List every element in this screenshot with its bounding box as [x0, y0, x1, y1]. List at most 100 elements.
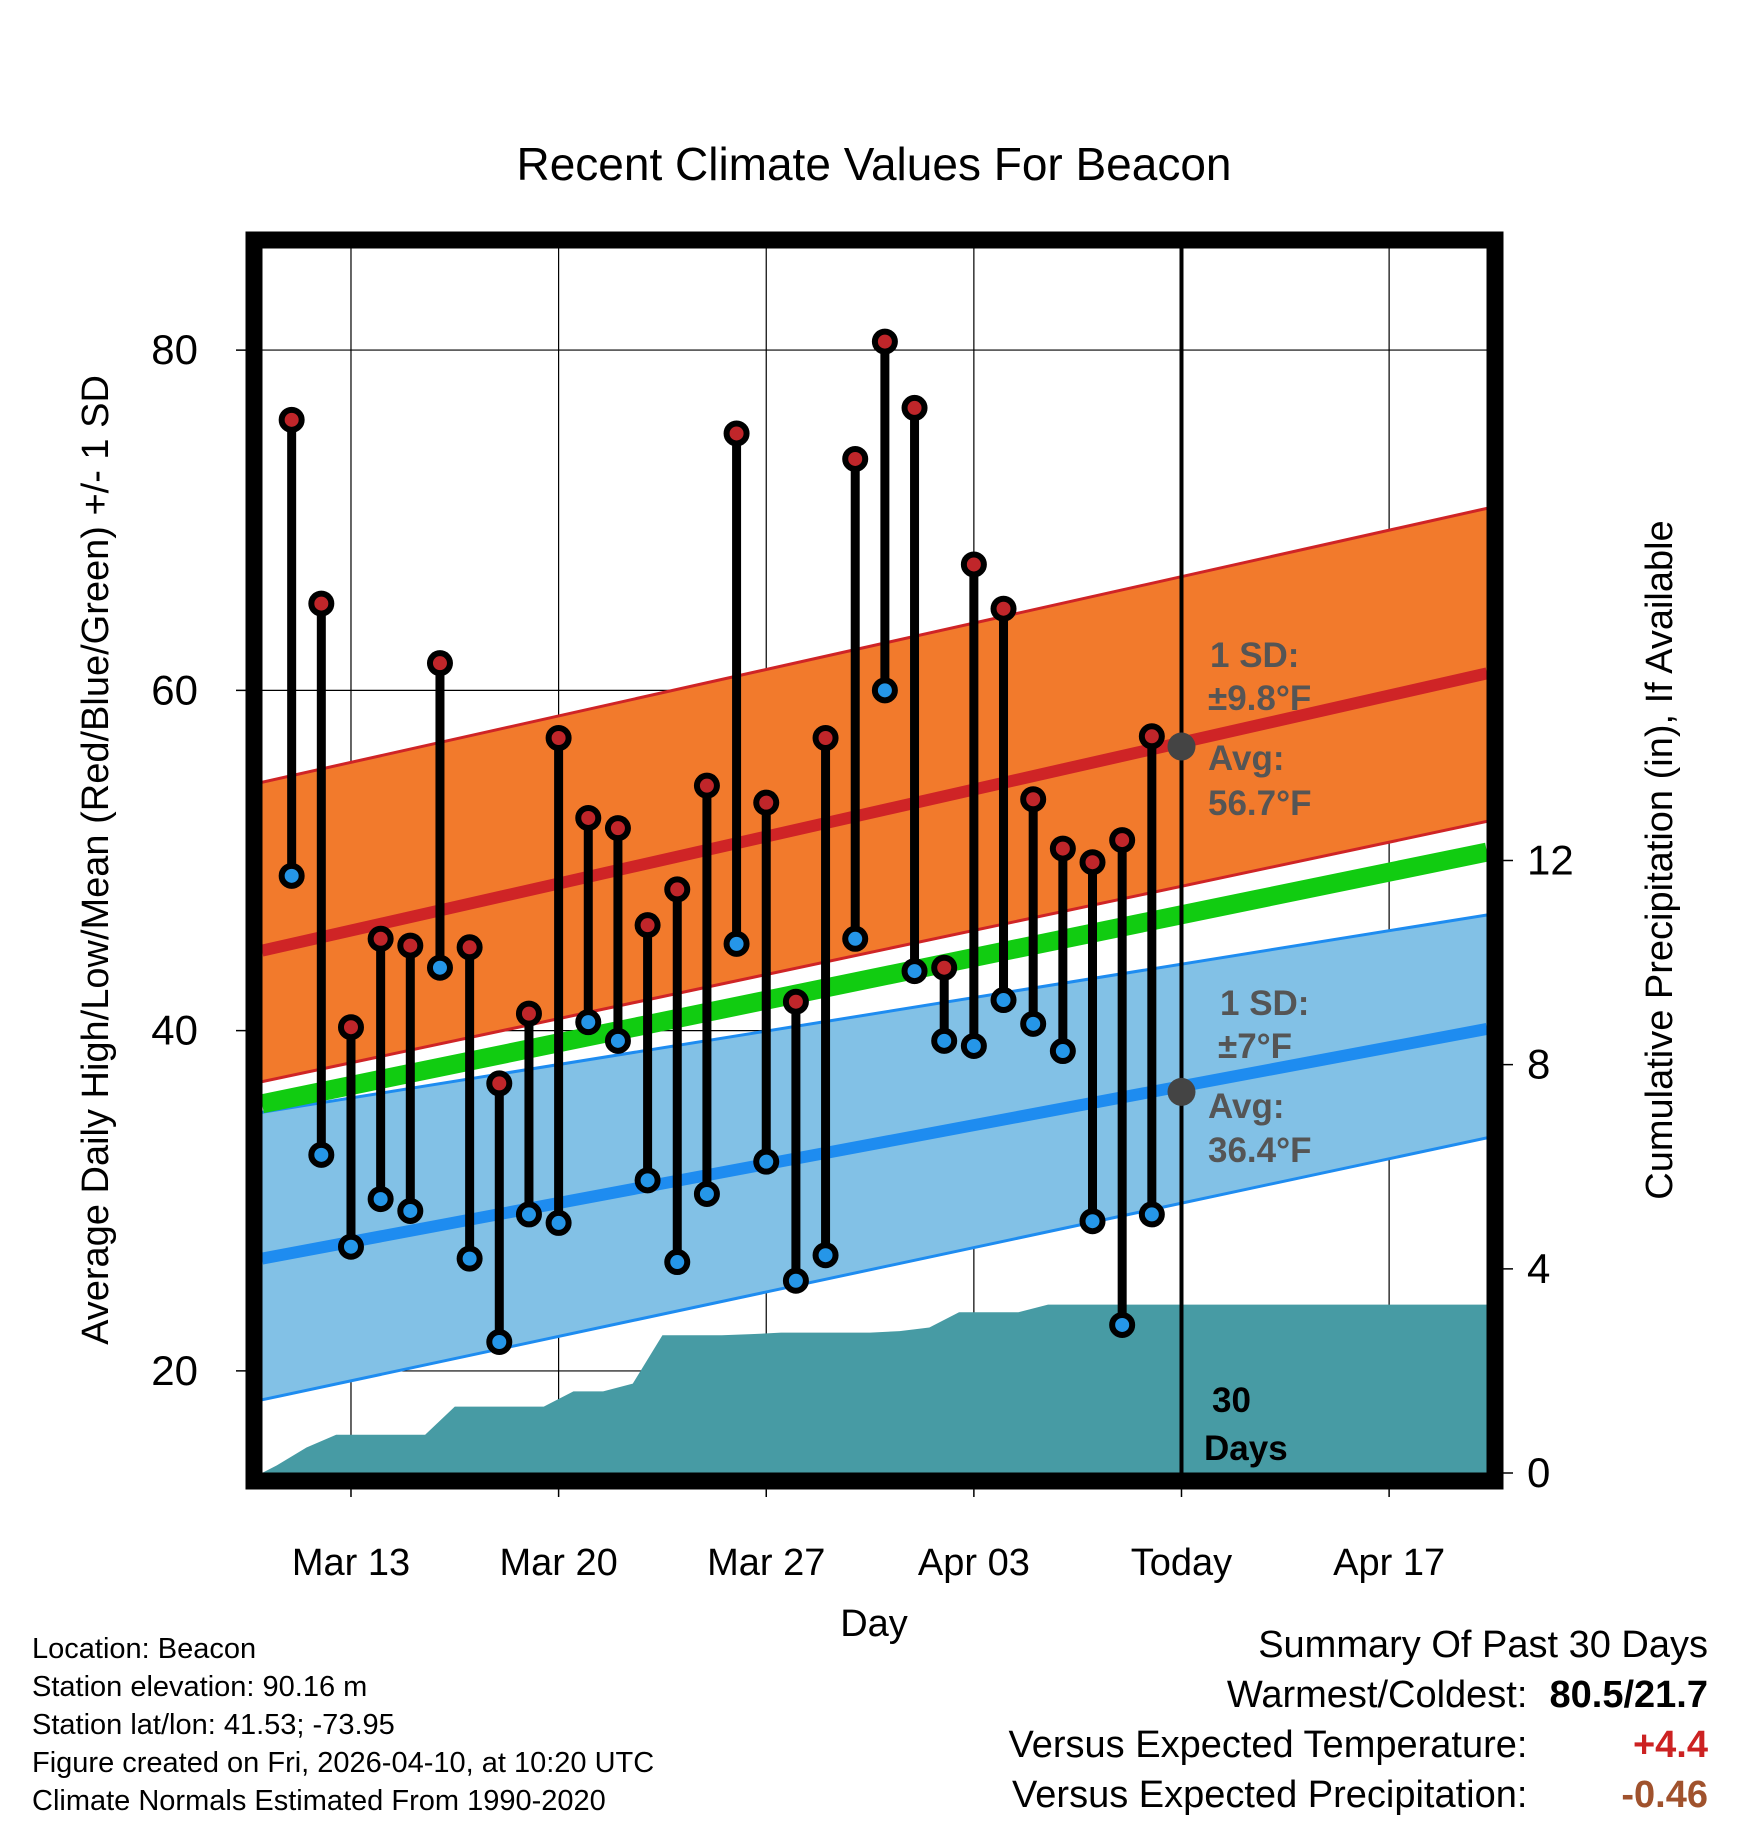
daily-low-point	[1049, 1038, 1076, 1065]
low-normal-annotation: 1 SD: ±7°F Avg: 36.4°F	[1208, 984, 1312, 1170]
daily-low-point	[871, 677, 898, 704]
daily-low-point	[426, 954, 453, 981]
daily-high-point	[575, 804, 602, 831]
y2-tick-label: 4	[1527, 1245, 1550, 1292]
y-tick-label: 60	[151, 666, 198, 713]
x-tick-label: Mar 27	[707, 1542, 825, 1584]
low-sd-value: ±7°F	[1218, 1027, 1292, 1066]
high-sd-value: ±9.8°F	[1208, 679, 1311, 718]
daily-high-point	[426, 650, 453, 677]
info-elevation: Station elevation: 90.16 m	[32, 1671, 368, 1703]
x-axis-label: Day	[840, 1603, 908, 1645]
info-location: Location: Beacon	[32, 1633, 257, 1665]
daily-low-point	[308, 1141, 335, 1168]
summary-warm-cold-row: Warmest/Coldest: 80.5/21.7	[1009, 1670, 1708, 1720]
daily-high-point	[545, 725, 572, 751]
daily-high-point	[960, 551, 987, 578]
daily-low-point	[1079, 1208, 1106, 1235]
temp-anomaly-label: Versus Expected Temperature:	[1008, 1724, 1528, 1766]
x-tick-label: Today	[1131, 1542, 1232, 1584]
daily-high-point	[723, 420, 750, 447]
y2-tick-label: 8	[1527, 1041, 1550, 1088]
daily-high-point	[842, 445, 869, 472]
y2-tick-label: 0	[1527, 1449, 1550, 1496]
high-avg-label: Avg:	[1208, 739, 1284, 778]
daily-high-point	[664, 876, 691, 903]
station-info: Location: Beacon Station elevation: 90.1…	[32, 1630, 654, 1820]
daily-low-point	[990, 987, 1017, 1014]
daily-low-point	[397, 1197, 424, 1224]
daily-low-point	[515, 1201, 542, 1228]
high-sd-label: 1 SD:	[1210, 636, 1299, 675]
daily-high-point	[1109, 827, 1136, 854]
high-normal-annotation: 1 SD: ±9.8°F Avg: 56.7°F	[1208, 636, 1312, 823]
y-tick-label: 20	[151, 1347, 198, 1394]
low-sd-label: 1 SD:	[1220, 984, 1309, 1023]
days-number: 30	[1212, 1381, 1251, 1420]
low-avg-label: Avg:	[1208, 1087, 1284, 1126]
normal-high-line	[262, 667, 1487, 957]
daily-high-point	[901, 394, 928, 421]
temp-anomaly-value: +4.4	[1632, 1724, 1708, 1766]
daily-low-point	[723, 930, 750, 957]
daily-high-point	[931, 954, 958, 981]
info-latlon: Station lat/lon: 41.53; -73.95	[32, 1709, 395, 1741]
summary-precip-row: Versus Expected Precipitation: -0.46	[1009, 1770, 1708, 1820]
daily-high-point	[812, 725, 839, 751]
daily-high-point	[782, 988, 809, 1015]
daily-low-point	[1109, 1311, 1136, 1338]
x-tick-label: Apr 17	[1333, 1542, 1445, 1584]
daily-low-point	[812, 1242, 839, 1269]
daily-high-point	[278, 406, 305, 433]
daily-low-point	[901, 958, 928, 985]
summary-panel: Summary Of Past 30 Days Warmest/Coldest:…	[1009, 1620, 1708, 1820]
daily-low-point	[575, 1009, 602, 1036]
summary-title: Summary Of Past 30 Days	[1258, 1624, 1708, 1666]
daily-low-point	[278, 862, 305, 889]
y-tick-label: 40	[151, 1007, 198, 1054]
high-band-upper-edge	[262, 506, 1487, 784]
daily-high-point	[397, 932, 424, 959]
daily-high-point	[456, 934, 483, 961]
daily-high-point	[337, 1014, 364, 1041]
daily-low-point	[842, 925, 869, 952]
info-created: Figure created on Fri, 2026-04-10, at 10…	[32, 1747, 655, 1779]
daily-high-point	[1049, 835, 1076, 862]
daily-high-point	[1138, 723, 1165, 750]
daily-high-point	[486, 1070, 513, 1097]
daily-low-point	[486, 1328, 513, 1355]
precip-anomaly-label: Versus Expected Precipitation:	[1012, 1774, 1528, 1816]
daily-low-point	[367, 1186, 394, 1213]
daily-high-point	[308, 590, 335, 617]
daily-low-point	[545, 1209, 572, 1236]
y2-axis-label: Cumulative Precipitation (in), If Availa…	[1639, 520, 1681, 1199]
high-avg-value: 56.7°F	[1208, 784, 1312, 823]
precip-anomaly-value: -0.46	[1621, 1774, 1708, 1816]
daily-high-point	[1079, 849, 1106, 876]
daily-high-point	[693, 772, 720, 799]
daily-high-point	[604, 815, 631, 842]
y-axis-label: Average Daily High/Low/Mean (Red/Blue/Gr…	[75, 375, 117, 1345]
low-avg-value: 36.4°F	[1208, 1131, 1312, 1170]
x-tick-label: Mar 13	[292, 1542, 410, 1584]
daily-low-point	[693, 1180, 720, 1207]
x-tick-label: Mar 20	[499, 1542, 617, 1584]
daily-low-point	[782, 1267, 809, 1294]
daily-high-point	[871, 328, 898, 355]
plot-frame	[245, 231, 1504, 1490]
daily-low-point	[664, 1249, 691, 1276]
y2-tick-label: 12	[1527, 837, 1574, 884]
daily-low-point	[337, 1233, 364, 1260]
today-normal-high-marker	[1167, 732, 1196, 761]
low-band-lower-edge	[262, 1136, 1487, 1402]
daily-high-point	[367, 925, 394, 952]
daily-low-point	[1020, 1010, 1047, 1037]
daily-high-point	[515, 1000, 542, 1027]
daily-low-point	[456, 1245, 483, 1272]
daily-low-point	[604, 1027, 631, 1054]
x-tick-label: Apr 03	[918, 1542, 1030, 1584]
summary-temp-row: Versus Expected Temperature: +4.4	[1009, 1720, 1708, 1770]
daily-low-point	[634, 1167, 661, 1194]
warm-cold-label: Warmest/Coldest:	[1226, 1674, 1528, 1716]
